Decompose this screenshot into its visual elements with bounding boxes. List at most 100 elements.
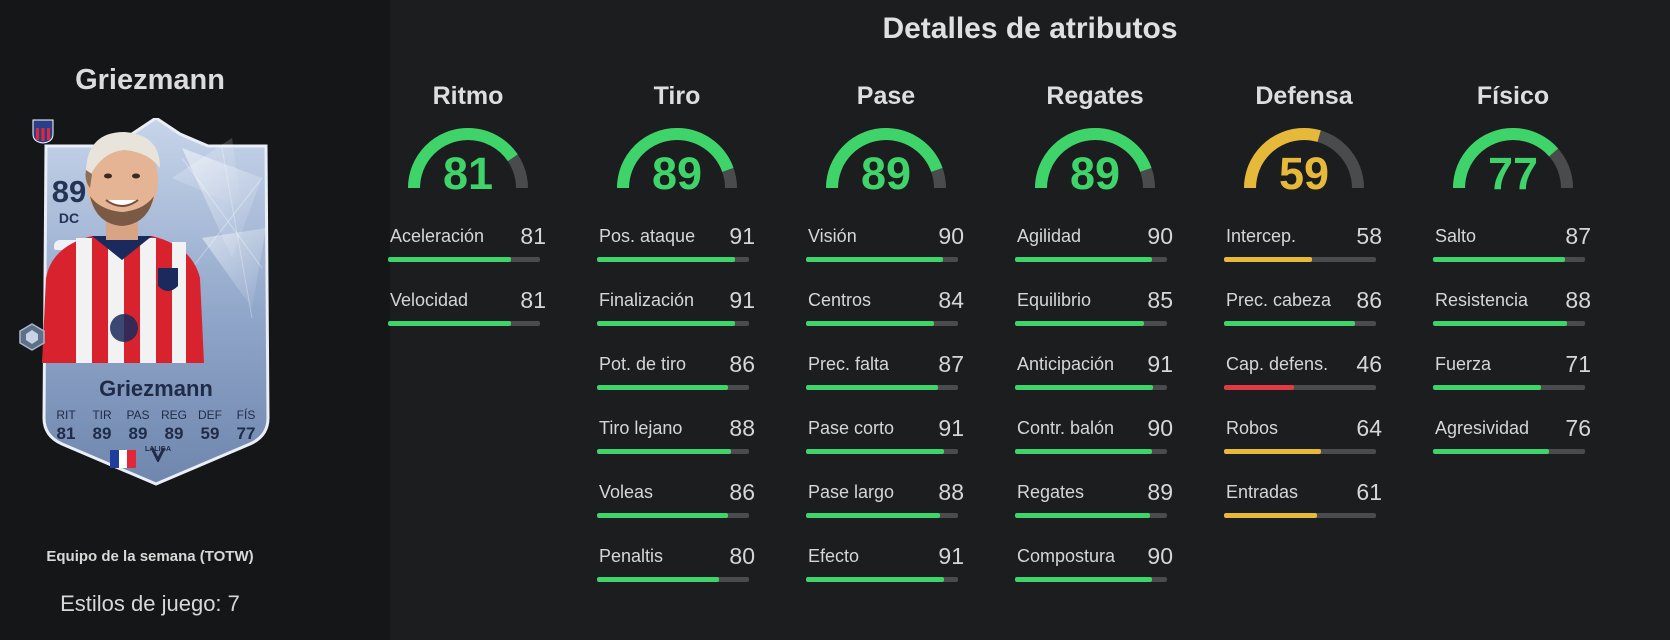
attribute-name: Voleas — [599, 482, 654, 502]
attribute-bar-fill — [597, 385, 728, 390]
attribute-bar — [1433, 449, 1585, 454]
attribute-name: Intercep. — [1226, 226, 1297, 246]
attribute-name: Anticipación — [1017, 354, 1115, 374]
attribute-name: Velocidad — [390, 290, 469, 310]
attribute-row: Velocidad 81 — [388, 287, 548, 330]
attribute-bar-fill — [1433, 257, 1566, 262]
attribute-bar-fill — [1015, 321, 1145, 326]
attribute-value: 61 — [1356, 479, 1382, 505]
attribute-name: Centros — [808, 290, 872, 310]
category-gauge — [1453, 128, 1573, 189]
player-card[interactable]: 89 DC Griezman — [32, 118, 280, 490]
atletico-crest-icon — [32, 119, 54, 144]
attribute-bar — [1015, 385, 1167, 390]
attribute-name: Equilibrio — [1017, 290, 1092, 310]
attribute-name: Finalización — [599, 290, 695, 310]
attribute-row: Agilidad 90 — [1015, 223, 1175, 266]
attribute-name: Regates — [1017, 482, 1085, 502]
attribute-row: Contr. balón 90 — [1015, 415, 1175, 458]
category-rating: 59 — [1278, 148, 1330, 199]
attribute-name: Contr. balón — [1017, 418, 1115, 438]
category-gauge — [826, 128, 946, 189]
gauge-fill — [617, 128, 737, 189]
category-title: Defensa — [1255, 82, 1353, 110]
attribute-row: Robos 64 — [1224, 415, 1384, 458]
attribute-row: Entradas 61 — [1224, 479, 1384, 522]
attribute-bar — [1433, 321, 1585, 326]
card-stat-shooting: TIR 89 — [92, 408, 112, 443]
attribute-value: 84 — [938, 287, 964, 313]
attribute-bar — [597, 321, 749, 326]
attribute-bar — [1015, 449, 1167, 454]
player-name: Griezmann — [75, 64, 225, 96]
attribute-row: Anticipación 91 — [1015, 351, 1175, 394]
attribute-row: Finalización 91 — [597, 287, 757, 330]
card-stat-passing: PAS 89 — [126, 408, 150, 443]
attribute-bar — [806, 257, 958, 262]
attribute-bar — [1015, 513, 1167, 518]
attribute-row: Regates 89 — [1015, 479, 1175, 522]
attribute-value: 81 — [520, 223, 546, 249]
attribute-bar — [597, 449, 749, 454]
attribute-row: Tiro lejano 88 — [597, 415, 757, 458]
attribute-bar — [806, 513, 958, 518]
attribute-name: Compostura — [1017, 546, 1116, 566]
attribute-name: Pase corto — [808, 418, 895, 438]
card-variant-chip-icon[interactable] — [17, 322, 47, 352]
attribute-bar — [597, 385, 749, 390]
attribute-bar — [1015, 577, 1167, 582]
attribute-row: Prec. cabeza 86 — [1224, 287, 1384, 330]
attribute-row: Pos. ataque 91 — [597, 223, 757, 266]
attribute-bar — [1433, 385, 1585, 390]
attribute-bar-fill — [806, 385, 939, 390]
attribute-bar — [388, 257, 540, 262]
category-rating: 89 — [860, 148, 912, 199]
gauge-fill — [826, 128, 946, 189]
card-position: DC — [58, 210, 80, 226]
attribute-bar — [1015, 321, 1167, 326]
attribute-row: Prec. falta 87 — [806, 351, 966, 394]
attribute-bar — [1433, 257, 1585, 262]
attribute-value: 86 — [1356, 287, 1382, 313]
attribute-name: Penaltis — [599, 546, 664, 566]
gauge-fill — [1244, 128, 1364, 189]
attribute-bar-fill — [806, 577, 945, 582]
attribute-bar — [597, 257, 749, 262]
card-stat-dribbling: REG 89 — [160, 408, 187, 443]
attribute-name: Visión — [808, 226, 857, 246]
attribute-bar-fill — [806, 257, 943, 262]
attribute-value: 85 — [1147, 287, 1173, 313]
category-gauge — [408, 128, 528, 189]
card-type-label: Equipo de la semana (TOTW) — [46, 548, 254, 565]
attribute-bar-fill — [1224, 257, 1313, 262]
attribute-value: 90 — [938, 223, 964, 249]
attribute-value: 64 — [1356, 415, 1382, 441]
attribute-row: Pot. de tiro 86 — [597, 351, 757, 394]
attribute-bar-fill — [1015, 513, 1151, 518]
attribute-value: 91 — [1147, 351, 1173, 377]
attribute-value: 76 — [1565, 415, 1591, 441]
attribute-bar-fill — [1433, 321, 1567, 326]
attribute-value: 71 — [1565, 351, 1591, 377]
attribute-bar — [806, 577, 958, 582]
attribute-row: Agresividad 76 — [1433, 415, 1593, 458]
attribute-row: Pase corto 91 — [806, 415, 966, 458]
card-player-name: Griezmann — [99, 376, 213, 401]
attribute-bar — [597, 577, 749, 582]
playstyles-count[interactable]: Estilos de juego: 7 — [60, 591, 240, 616]
category-rating: 77 — [1487, 148, 1539, 199]
attribute-value: 87 — [938, 351, 964, 377]
attribute-value: 90 — [1147, 415, 1173, 441]
attribute-name: Pot. de tiro — [599, 354, 687, 374]
attribute-value: 90 — [1147, 543, 1173, 569]
player-photo — [42, 132, 204, 363]
attribute-bar-fill — [1015, 449, 1152, 454]
attribute-value: 89 — [1147, 479, 1173, 505]
gauge-fill — [408, 128, 528, 189]
category-gauge — [617, 128, 737, 189]
attribute-bar — [1224, 321, 1376, 326]
attribute-name: Prec. falta — [808, 354, 890, 374]
attribute-row: Efecto 91 — [806, 543, 966, 586]
attribute-bar-fill — [806, 449, 945, 454]
attribute-row: Centros 84 — [806, 287, 966, 330]
